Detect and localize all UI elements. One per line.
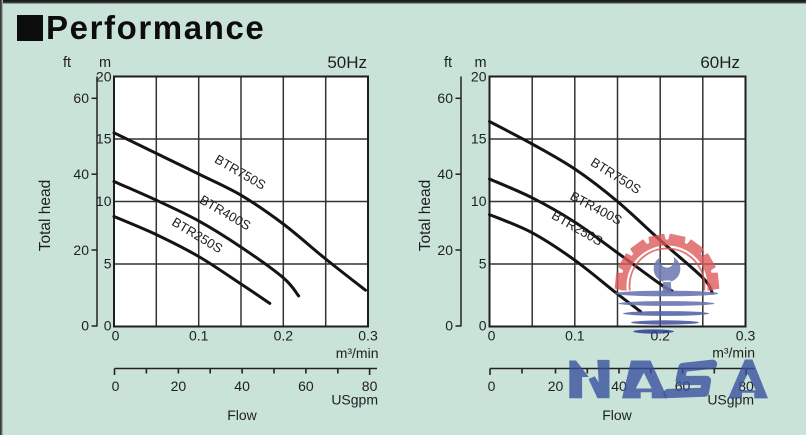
- svg-text:60: 60: [298, 378, 314, 394]
- svg-text:0: 0: [112, 378, 120, 394]
- svg-text:m: m: [474, 55, 486, 71]
- svg-text:10: 10: [96, 193, 112, 209]
- svg-text:Total head: Total head: [417, 180, 434, 252]
- svg-text:m³/min: m³/min: [336, 345, 379, 361]
- svg-text:15: 15: [96, 131, 112, 147]
- svg-text:15: 15: [471, 131, 487, 147]
- svg-text:0.2: 0.2: [274, 328, 294, 344]
- svg-text:ft: ft: [63, 55, 71, 71]
- svg-text:0: 0: [479, 318, 487, 334]
- svg-text:0: 0: [488, 328, 496, 344]
- svg-text:0.3: 0.3: [736, 328, 756, 344]
- svg-text:m³/min: m³/min: [712, 345, 755, 361]
- svg-text:60: 60: [437, 90, 453, 106]
- svg-text:0: 0: [81, 318, 89, 334]
- svg-text:20: 20: [96, 69, 112, 85]
- svg-text:ft: ft: [444, 55, 452, 71]
- svg-text:0.3: 0.3: [358, 328, 378, 344]
- svg-text:0: 0: [112, 328, 120, 344]
- svg-text:80: 80: [362, 378, 378, 394]
- svg-text:60Hz: 60Hz: [700, 53, 740, 72]
- svg-text:20: 20: [548, 378, 564, 394]
- svg-text:Total head: Total head: [37, 180, 54, 252]
- svg-text:20: 20: [437, 242, 453, 258]
- svg-text:50Hz: 50Hz: [327, 53, 367, 72]
- svg-text:0.1: 0.1: [189, 328, 209, 344]
- svg-text:0.1: 0.1: [565, 328, 585, 344]
- svg-text:USgpm: USgpm: [331, 392, 378, 408]
- svg-text:10: 10: [471, 193, 487, 209]
- svg-text:40: 40: [611, 378, 627, 394]
- svg-text:0: 0: [488, 378, 496, 394]
- svg-text:40: 40: [234, 378, 250, 394]
- svg-text:5: 5: [479, 256, 487, 272]
- svg-text:0: 0: [445, 318, 453, 334]
- svg-text:m: m: [99, 55, 111, 71]
- svg-text:USgpm: USgpm: [707, 392, 754, 408]
- svg-text:40: 40: [73, 166, 89, 182]
- svg-text:20: 20: [73, 242, 89, 258]
- svg-text:5: 5: [104, 256, 112, 272]
- svg-text:20: 20: [471, 69, 487, 85]
- svg-text:20: 20: [171, 378, 187, 394]
- svg-text:40: 40: [437, 166, 453, 182]
- svg-text:0: 0: [104, 318, 112, 334]
- svg-text:Flow: Flow: [602, 407, 632, 423]
- svg-text:60: 60: [73, 90, 89, 106]
- svg-text:Flow: Flow: [227, 407, 257, 423]
